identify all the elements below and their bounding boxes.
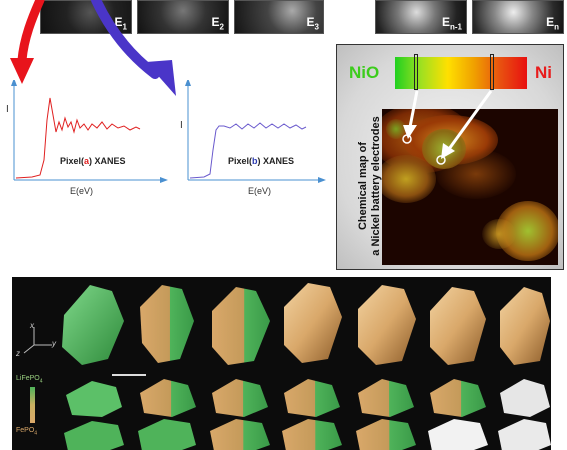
crystal-5 (358, 285, 416, 365)
crystal-r2-4 (284, 379, 340, 417)
legend-top-label: LiFePO4 (16, 375, 43, 385)
xanes-curve-b (189, 122, 307, 179)
pixel-b-marker (436, 155, 446, 165)
scale-marker-a (414, 54, 418, 90)
energy-frame-label: E3 (306, 14, 319, 31)
xanes-plot-b (185, 80, 326, 183)
xanes-b-caption: Pixel(b) XANES (228, 156, 295, 166)
pixel-a-marker (402, 134, 412, 144)
energy-frame-3: E3 (234, 0, 324, 34)
crystal-r2-7 (500, 379, 550, 417)
red-arrow-icon (17, 0, 45, 65)
nio-label: NiO (349, 63, 380, 82)
crystal-4 (284, 283, 342, 363)
xanes-a-y-label: I (6, 104, 9, 115)
axis-y-label: y (52, 339, 56, 348)
crystal-r3-1 (64, 421, 124, 450)
crystal-r3-6 (428, 419, 488, 450)
legend-bottom-label: FePO4 (16, 427, 38, 437)
axis-z-label: z (16, 349, 20, 358)
chemical-map-image (382, 109, 558, 265)
energy-frame-label: E1 (114, 14, 127, 31)
chemical-map-caption: Chemical map of a Nickel battery electro… (357, 116, 382, 256)
crystal-row-1 (62, 283, 550, 365)
energy-frame-2: E2 (137, 0, 229, 34)
crystal-r2-2 (140, 379, 196, 417)
crystal-r2-5 (358, 379, 414, 417)
energy-frame-label: En (546, 14, 559, 31)
crystal-r3-5 (356, 419, 416, 450)
energy-frame-1: E1 (40, 0, 132, 34)
energy-frame-n: En (472, 0, 564, 34)
xanes-a-x-label: E(eV) (70, 186, 94, 196)
ni-label: Ni (535, 63, 552, 82)
axis-x-label: x (30, 321, 34, 330)
energy-frame-label: E2 (211, 14, 224, 31)
xanes-b-y-label: I (180, 120, 183, 131)
energy-frame-n-1: En-1 (375, 0, 467, 34)
crystal-r3-7 (498, 419, 551, 450)
crystal-rows-2-3 (64, 379, 551, 450)
xanes-curve-a (15, 97, 141, 179)
legend-color-bar (30, 387, 35, 423)
xanes-a-caption: Pixel(a) XANES (60, 156, 126, 166)
chemical-map-panel: NiO Ni Chemical map of a Nickel battery … (336, 44, 564, 270)
crystal-r3-4 (282, 419, 342, 450)
map-pointer-arrows (402, 90, 493, 165)
tomography-panel: x y z LiFePO4 FePO4 (12, 277, 551, 450)
crystal-r2-6 (430, 379, 486, 417)
crystal-2 (140, 285, 194, 363)
crystal-6 (430, 287, 486, 365)
scale-marker-b (490, 54, 494, 90)
crystal-r3-3 (210, 419, 270, 450)
axes-triad-icon (23, 327, 52, 354)
xanes-b-x-label: E(eV) (248, 186, 272, 196)
scale-bar (112, 374, 146, 376)
crystal-r2-3 (212, 379, 268, 417)
crystal-3 (212, 287, 270, 365)
crystal-7 (500, 287, 550, 365)
xanes-plot-a (11, 80, 168, 183)
crystal-1 (62, 285, 124, 365)
energy-frame-label: En-1 (441, 14, 462, 31)
crystal-r3-2 (138, 419, 196, 450)
crystal-r2-1 (66, 381, 122, 417)
